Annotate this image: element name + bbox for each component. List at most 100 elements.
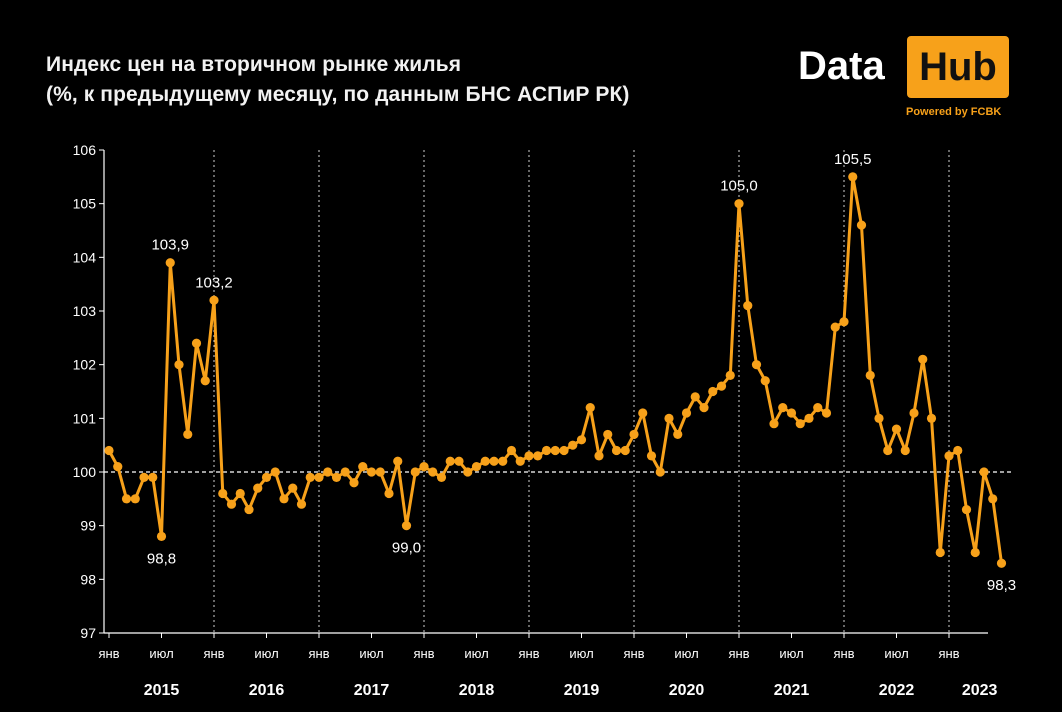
data-point [244, 504, 254, 515]
data-label: 99,0 [392, 540, 421, 557]
data-point [253, 483, 263, 493]
x-tick-label: янв [98, 646, 119, 661]
data-point [314, 472, 324, 482]
y-tick-label: 100 [73, 464, 97, 480]
data-point [725, 370, 735, 380]
data-point [603, 429, 613, 440]
y-tick-label: 103 [73, 303, 97, 319]
year-label: 2019 [564, 682, 600, 699]
x-tick-label: янв [308, 646, 329, 661]
data-point [515, 456, 525, 466]
data-point [393, 456, 403, 466]
data-point [113, 462, 123, 472]
year-label: 2021 [774, 682, 810, 699]
x-tick-label: янв [623, 646, 644, 661]
logo-word-hub: Hub [907, 36, 1009, 98]
data-point [340, 467, 350, 477]
data-point [165, 258, 175, 268]
x-tick-label: июл [464, 646, 488, 661]
data-point [419, 462, 429, 472]
x-tick-label: янв [413, 646, 434, 661]
data-point [961, 504, 972, 515]
data-point [883, 445, 893, 456]
data-point [839, 317, 849, 327]
data-point [358, 462, 368, 472]
data-point [585, 403, 595, 413]
data-point [183, 429, 193, 440]
chart-grid [104, 150, 1013, 633]
data-point [673, 429, 683, 440]
data-point [891, 424, 902, 434]
data-point [690, 392, 700, 402]
data-point [410, 467, 420, 477]
data-point [760, 376, 770, 386]
data-point [638, 408, 648, 418]
data-point [156, 531, 167, 542]
y-tick-label: 105 [73, 196, 97, 212]
data-point [734, 199, 744, 209]
data-label: 103,9 [151, 237, 189, 254]
data-point [480, 456, 490, 466]
data-label: 103,2 [195, 274, 233, 291]
data-point [795, 419, 805, 429]
x-tick-label: янв [728, 646, 749, 661]
data-point [681, 408, 692, 418]
data-point [900, 445, 910, 456]
data-point [349, 478, 359, 488]
data-point [226, 499, 237, 509]
data-point [743, 301, 753, 311]
chart-axes: 97 98 99 100 101 102 103 104 105 106 янв июл янв июл я… [73, 142, 998, 699]
data-point [708, 386, 718, 397]
data-point [979, 467, 989, 477]
data-point [821, 408, 832, 418]
data-point [209, 295, 219, 305]
data-point [288, 483, 298, 493]
data-point [104, 445, 114, 456]
data-point [270, 467, 280, 477]
x-tick-label: июл [569, 646, 593, 661]
data-point [533, 451, 543, 461]
x-tick-label: июл [674, 646, 698, 661]
data-label: 105,0 [720, 178, 758, 195]
data-point [261, 472, 272, 482]
data-point [191, 338, 202, 348]
x-tick-label: янв [518, 646, 539, 661]
data-point [174, 360, 184, 370]
data-point [489, 456, 499, 466]
data-point [454, 456, 464, 466]
data-point [804, 413, 814, 423]
data-point [366, 467, 377, 477]
data-point [778, 403, 788, 413]
x-tick-label: июл [359, 646, 383, 661]
data-point [813, 403, 823, 413]
data-point [235, 488, 245, 499]
data-point [305, 472, 315, 482]
data-point [331, 472, 342, 482]
x-tick-label: янв [833, 646, 854, 661]
data-point [445, 456, 455, 466]
data-point [550, 445, 560, 456]
data-point [130, 494, 140, 504]
year-label: 2018 [459, 682, 495, 699]
logo-tagline: Powered by FCBK [906, 106, 1002, 118]
data-point [279, 494, 289, 504]
chart-title-line2: (%, к предыдущему месяцу, по данным БНС … [46, 83, 630, 106]
y-tick-label: 104 [73, 249, 97, 265]
x-tick-label: янв [203, 646, 224, 661]
data-point [620, 445, 630, 456]
data-point [436, 472, 447, 482]
y-tick-label: 101 [73, 410, 97, 426]
chart-title: Индекс цен на вторичном рынке жилья (%, … [46, 50, 630, 110]
data-point [498, 456, 508, 466]
y-tick-label: 99 [80, 518, 96, 534]
y-tick-label: 106 [73, 142, 97, 158]
year-label: 2020 [669, 682, 705, 699]
data-point [463, 467, 473, 477]
data-point [909, 408, 919, 418]
data-point [970, 547, 980, 558]
data-point [751, 360, 762, 370]
data-point [655, 467, 665, 477]
series-line [107, 175, 1003, 564]
data-point [506, 445, 517, 456]
